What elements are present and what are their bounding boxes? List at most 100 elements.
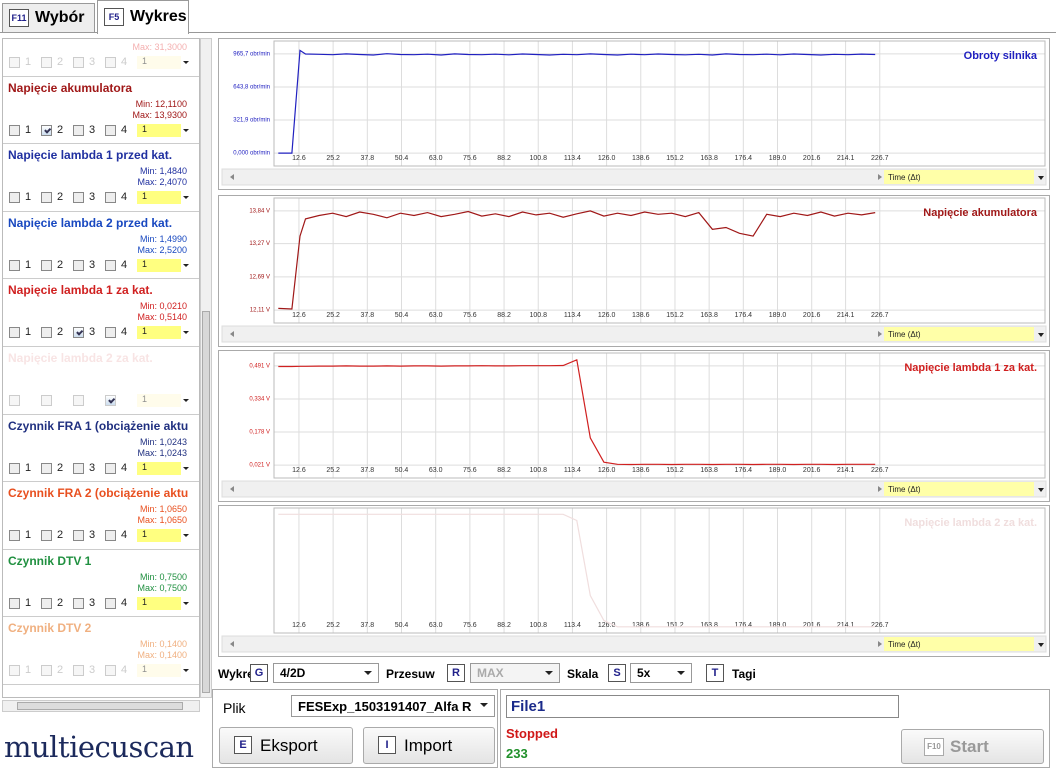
checkbox[interactable] <box>73 327 84 339</box>
scroll-left[interactable] <box>230 331 234 337</box>
scale-select[interactable]: 5x <box>630 663 692 683</box>
checkbox[interactable] <box>73 462 84 474</box>
time-select[interactable] <box>884 170 1034 184</box>
x-tick-label: 12.6 <box>292 467 306 474</box>
color-select[interactable]: 1 <box>137 258 181 272</box>
checkbox[interactable] <box>41 57 52 68</box>
file-name-input[interactable]: File1 <box>506 695 899 718</box>
checkbox[interactable] <box>9 327 20 339</box>
scroll-thumb[interactable] <box>17 702 183 710</box>
checkbox[interactable] <box>73 124 84 136</box>
color-select[interactable]: 1 <box>137 326 181 340</box>
time-scrollbar[interactable] <box>221 168 1047 186</box>
checkbox-label: 3 <box>89 191 96 204</box>
checkbox[interactable] <box>41 327 52 339</box>
checkbox[interactable] <box>73 395 84 406</box>
checkbox[interactable] <box>9 124 20 136</box>
x-tick-label: 163.8 <box>700 312 718 319</box>
checkbox[interactable] <box>41 530 52 542</box>
scroll-right[interactable] <box>878 174 882 180</box>
color-select[interactable]: 1 <box>137 596 181 610</box>
checkbox-label: 3 <box>89 529 96 542</box>
scroll-right[interactable] <box>878 486 882 492</box>
checkbox[interactable] <box>41 124 52 136</box>
scroll-right[interactable] <box>878 641 882 647</box>
checkbox[interactable] <box>9 530 20 542</box>
checkbox[interactable] <box>9 57 20 68</box>
color-select[interactable]: 1 <box>137 461 181 475</box>
panel-frame <box>218 350 1050 502</box>
checkbox[interactable] <box>105 530 116 542</box>
checkbox[interactable] <box>41 597 52 609</box>
checkbox[interactable] <box>105 462 116 474</box>
x-tick-label: 151.2 <box>666 155 684 162</box>
x-tick-label: 25.2 <box>326 312 340 319</box>
color-select[interactable]: 1 <box>137 191 181 205</box>
checkbox[interactable] <box>41 259 52 271</box>
checkbox[interactable] <box>73 530 84 542</box>
time-scrollbar[interactable] <box>221 480 1047 498</box>
tab[interactable]: F5 Wykres <box>97 0 189 34</box>
checkbox[interactable] <box>105 259 116 271</box>
checkbox[interactable] <box>41 192 52 204</box>
x-tick-label: 189.0 <box>769 467 787 474</box>
checkbox[interactable] <box>73 192 84 204</box>
checkbox[interactable] <box>105 327 116 339</box>
time-scrollbar[interactable] <box>221 635 1047 653</box>
x-tick-label: 126.0 <box>598 467 616 474</box>
checkbox[interactable] <box>9 597 20 609</box>
checkbox[interactable] <box>9 192 20 204</box>
checkbox[interactable] <box>105 192 116 204</box>
checkbox[interactable] <box>9 462 20 474</box>
scroll-thumb[interactable] <box>202 311 210 693</box>
checkbox[interactable] <box>41 395 52 406</box>
scroll-left[interactable] <box>230 486 234 492</box>
x-tick-label: 201.6 <box>803 622 821 629</box>
charts-select[interactable]: 4/2D <box>273 663 379 683</box>
checkbox[interactable] <box>41 462 52 474</box>
checkbox[interactable] <box>73 597 84 609</box>
shift-select[interactable]: MAX <box>470 663 560 683</box>
x-tick-label: 75.6 <box>463 467 477 474</box>
color-select[interactable]: 1 <box>137 394 181 407</box>
scroll-left[interactable] <box>230 641 234 647</box>
export-button[interactable]: E Eksport <box>219 727 353 764</box>
h-scrollbar[interactable] <box>2 700 200 712</box>
time-scrollbar[interactable] <box>221 325 1047 343</box>
color-select[interactable]: 1 <box>137 664 181 678</box>
scroll-right[interactable] <box>878 331 882 337</box>
checkbox[interactable] <box>105 124 116 136</box>
time-select[interactable] <box>884 482 1034 496</box>
time-select[interactable] <box>884 637 1034 651</box>
sensor-min: Min: 1,4990 <box>139 233 187 244</box>
key: I <box>378 736 396 754</box>
key[interactable]: T <box>706 664 724 682</box>
time-select[interactable] <box>884 327 1034 341</box>
checkbox[interactable] <box>105 665 116 677</box>
checkbox[interactable] <box>41 665 52 677</box>
x-tick-label: 201.6 <box>803 312 821 319</box>
sensor-name: Napięcie lambda 2 za kat. <box>8 351 153 365</box>
file-select[interactable]: FESExp_1503191407_Alfa R <box>291 695 495 717</box>
x-tick-label: 201.6 <box>803 155 821 162</box>
start-button[interactable]: F10 Start <box>901 729 1044 764</box>
checkbox[interactable] <box>73 57 84 68</box>
checkbox[interactable] <box>73 259 84 271</box>
color-select[interactable]: 1 <box>137 529 181 543</box>
y-tick-label: 0,491 V <box>249 363 270 369</box>
checkbox[interactable] <box>105 597 116 609</box>
scroll-left[interactable] <box>230 174 234 180</box>
checkbox[interactable] <box>9 665 20 677</box>
checkbox[interactable] <box>9 259 20 271</box>
select-arrow <box>183 61 189 67</box>
checkbox[interactable] <box>9 395 20 406</box>
checkbox[interactable] <box>105 395 116 406</box>
checkbox[interactable] <box>73 665 84 677</box>
checkbox[interactable] <box>105 57 116 68</box>
checkbox-label: 4 <box>121 529 128 542</box>
color-select[interactable]: 1 <box>137 123 181 137</box>
import-button[interactable]: I Import <box>363 727 495 764</box>
scrollbar[interactable] <box>200 38 212 698</box>
tab[interactable]: F11 Wybór <box>2 3 95 33</box>
color-select[interactable]: 1 <box>137 56 181 69</box>
